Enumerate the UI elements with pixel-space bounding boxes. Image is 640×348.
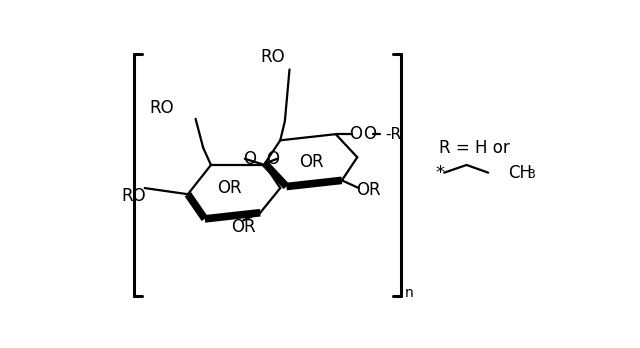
Text: CH: CH [508, 164, 532, 182]
Text: O: O [349, 125, 362, 143]
Text: RO: RO [122, 187, 147, 205]
Text: OR: OR [217, 179, 242, 197]
Text: n: n [404, 286, 413, 300]
Text: R = H or: R = H or [439, 139, 509, 157]
Text: O: O [363, 125, 376, 143]
Text: -R: -R [385, 127, 401, 142]
Text: OR: OR [356, 181, 380, 199]
Text: *: * [435, 164, 444, 182]
Text: OR: OR [231, 218, 255, 236]
Text: 3: 3 [527, 168, 534, 181]
Text: RO: RO [260, 48, 285, 66]
Text: RO: RO [149, 99, 174, 117]
Text: O: O [243, 150, 256, 168]
Text: O: O [266, 150, 279, 168]
Text: OR: OR [299, 153, 323, 171]
